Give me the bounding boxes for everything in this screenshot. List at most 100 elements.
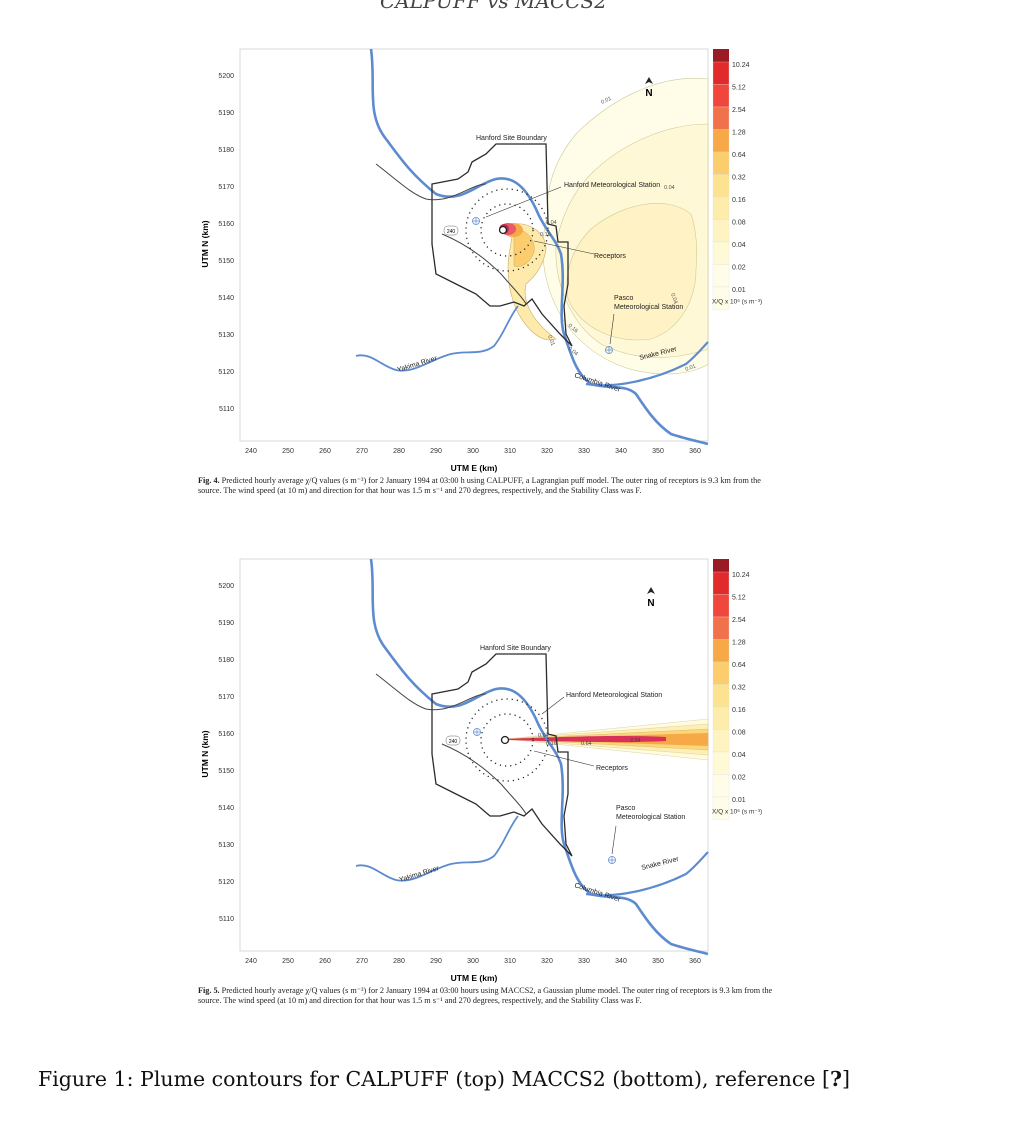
svg-text:5120: 5120	[218, 369, 234, 376]
legend-value: 0.64	[732, 662, 746, 669]
legend-swatch	[712, 616, 730, 640]
svg-text:250: 250	[282, 448, 294, 455]
legend-swatch	[712, 151, 730, 175]
legend-value: 2.54	[732, 107, 746, 114]
svg-text:5110: 5110	[219, 406, 234, 413]
fig5-contour-labels: 0.04 0.16 0.64 2.54	[538, 733, 641, 747]
svg-text:280: 280	[393, 448, 405, 455]
north-arrow-icon: N	[645, 77, 653, 99]
svg-text:5160: 5160	[218, 731, 234, 738]
cut-off-heading: CALPUFF vs MACCS2	[380, 0, 607, 13]
pasco-label-2: Meteorological Station	[616, 814, 685, 821]
svg-text:260: 260	[319, 958, 331, 965]
svg-text:0.16: 0.16	[540, 232, 551, 238]
svg-text:270: 270	[356, 958, 368, 965]
svg-text:5200: 5200	[218, 73, 234, 80]
legend-value: 2.54	[732, 617, 746, 624]
legend-swatch	[712, 796, 730, 820]
svg-text:340: 340	[615, 448, 627, 455]
fig5-x-axis-label: UTM E (km)	[451, 973, 498, 983]
svg-text:240: 240	[449, 739, 458, 745]
svg-text:290: 290	[430, 448, 442, 455]
svg-text:0.04: 0.04	[538, 733, 549, 739]
legend-swatch	[712, 639, 730, 663]
legend-value: 0.04	[732, 242, 746, 249]
fig5-y-axis-label: UTM N (km)	[200, 730, 210, 777]
legend-swatch	[712, 774, 730, 798]
legend-value: 0.02	[732, 265, 746, 272]
fig5-x-ticks: 240 250 260 270 280 290 300 310 320 330 …	[245, 958, 701, 965]
legend-swatch	[712, 661, 730, 685]
svg-text:N: N	[647, 598, 654, 609]
legend-swatch-top	[713, 49, 729, 62]
legend-swatch	[712, 174, 730, 198]
legend-unit: X/Q x 10⁶ (s m⁻³)	[712, 299, 762, 306]
svg-text:350: 350	[652, 448, 664, 455]
fig4-y-ticks: 5200 5190 5180 5170 5160 5150 5140 5130 …	[218, 73, 234, 413]
hanford-station-label: Hanford Meteorological Station	[564, 182, 660, 189]
fig4-legend: 10.24 5.12 2.54 1.28 0.64 0.32 0.16 0.08 0.04 0.0…	[712, 49, 762, 310]
pasco-label-2: Meteorological Station	[614, 304, 683, 311]
ring-label: 240	[447, 229, 456, 235]
svg-text:2.54: 2.54	[630, 738, 641, 744]
svg-text:310: 310	[504, 958, 516, 965]
legend-swatch	[712, 729, 730, 753]
svg-text:5130: 5130	[218, 332, 234, 339]
fig4-rivers	[355, 48, 709, 446]
legend-swatch	[712, 61, 730, 85]
svg-text:0.16: 0.16	[567, 323, 579, 334]
figure-5-map: 240 0.04 0.16 0.64 2.54 Hanford Site Bou…	[200, 558, 762, 983]
legend-value: 0.08	[732, 730, 746, 737]
pasco-label-1: Pasco	[614, 295, 634, 302]
legend-value: 5.12	[732, 595, 746, 602]
svg-text:5200: 5200	[218, 583, 234, 590]
legend-value: 1.28	[732, 640, 746, 647]
svg-text:290: 290	[430, 958, 442, 965]
legend-value: 0.16	[732, 197, 746, 204]
svg-text:5110: 5110	[219, 916, 234, 923]
fig4-y-axis-label: UTM N (km)	[200, 220, 210, 267]
receptors-label: Receptors	[596, 765, 628, 772]
north-arrow-icon: N	[647, 587, 655, 609]
figure-5-panel: 240 0.04 0.16 0.64 2.54 Hanford Site Bou…	[196, 554, 796, 1029]
legend-swatch	[712, 751, 730, 775]
legend-swatch	[712, 684, 730, 708]
legend-swatch	[712, 571, 730, 595]
pasco-label-1: Pasco	[616, 805, 636, 812]
fig5-y-ticks: 5200 5190 5180 5170 5160 5150 5140 5130 …	[218, 583, 234, 923]
legend-unit: X/Q x 10⁶ (s m⁻³)	[712, 809, 762, 816]
svg-text:330: 330	[578, 448, 590, 455]
legend-swatch	[712, 106, 730, 130]
svg-text:5170: 5170	[218, 184, 234, 191]
legend-swatch	[712, 264, 730, 288]
svg-text:5150: 5150	[218, 768, 234, 775]
main-figure-caption: Figure 1: Plume contours for CALPUFF (to…	[38, 1067, 850, 1091]
svg-text:280: 280	[393, 958, 405, 965]
legend-swatch	[712, 129, 730, 153]
svg-text:320: 320	[541, 958, 553, 965]
legend-swatch	[712, 706, 730, 730]
legend-swatch	[712, 84, 730, 108]
svg-text:0.01: 0.01	[546, 335, 555, 347]
figure-4-panel: 240 0.01 0.04 0.16 0.04 0.16 0.04 0.01 0…	[196, 44, 796, 514]
legend-value: 5.12	[732, 85, 746, 92]
svg-text:5130: 5130	[218, 842, 234, 849]
boundary-label: Hanford Site Boundary	[476, 135, 547, 142]
svg-text:0.01: 0.01	[600, 96, 612, 106]
svg-text:5150: 5150	[218, 258, 234, 265]
fig4-x-axis-label: UTM E (km)	[451, 463, 498, 473]
svg-text:5190: 5190	[218, 110, 234, 117]
page-top-strip: CALPUFF vs MACCS2	[0, 0, 1011, 13]
svg-text:5140: 5140	[218, 805, 234, 812]
legend-value: 0.64	[732, 152, 746, 159]
svg-text:350: 350	[652, 958, 664, 965]
svg-text:320: 320	[541, 448, 553, 455]
receptors-label: Receptors	[594, 253, 626, 260]
svg-text:0.04: 0.04	[546, 220, 557, 226]
svg-text:0.04: 0.04	[567, 346, 579, 357]
legend-value: 0.32	[732, 175, 746, 182]
svg-text:300: 300	[467, 448, 479, 455]
legend-value: 0.01	[732, 287, 746, 294]
svg-text:270: 270	[356, 448, 368, 455]
fig5-receptor-rings: 240	[445, 698, 616, 864]
